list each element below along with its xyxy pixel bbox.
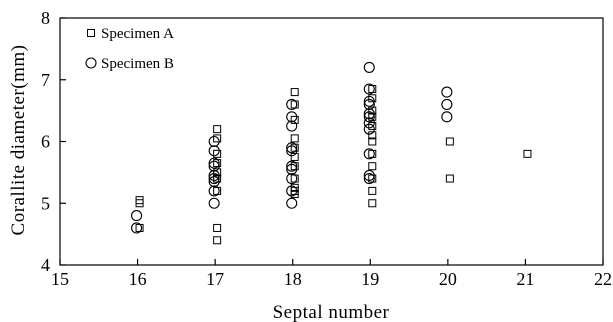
- y-axis: 4 5 6 7 8: [41, 8, 66, 275]
- legend: Specimen A Specimen B: [85, 26, 174, 72]
- specimen-a-point: [368, 94, 377, 103]
- specimen-b-point: [286, 111, 298, 123]
- specimen-a-point: [213, 168, 222, 177]
- specimen-a-point: [523, 149, 532, 158]
- specimen-b-point: [363, 117, 375, 129]
- specimen-a-point: [368, 106, 377, 115]
- specimen-a-point: [213, 125, 222, 134]
- specimen-a-point: [213, 236, 222, 245]
- specimen-a-point: [368, 162, 377, 171]
- specimen-a-point: [368, 186, 377, 195]
- x-tick-label: 15: [51, 269, 69, 289]
- legend-label: Specimen B: [101, 56, 174, 72]
- specimen-b-point: [286, 142, 298, 154]
- specimen-b-point: [441, 111, 453, 123]
- specimen-b-point: [363, 95, 375, 107]
- y-tick-label: 4: [41, 255, 50, 275]
- specimen-b-point: [208, 145, 220, 157]
- specimen-b-point: [363, 111, 375, 123]
- specimen-a-point: [290, 88, 299, 97]
- specimen-b-point: [208, 169, 220, 182]
- legend-label: Specimen A: [101, 26, 174, 42]
- specimen-b-point: [208, 176, 220, 188]
- y-tick-label: 6: [41, 132, 50, 152]
- specimen-b-point: [286, 185, 298, 197]
- y-tick-label: 7: [41, 70, 50, 90]
- specimen-b-point: [131, 210, 143, 222]
- x-tick-label: 20: [439, 269, 457, 289]
- specimen-b-point: [286, 120, 298, 132]
- specimen-a-point: [290, 152, 299, 161]
- specimen-b-point: [286, 160, 298, 172]
- specimen-a-point: [290, 189, 299, 198]
- specimen-b-point: [208, 173, 220, 185]
- specimen-a-point: [368, 122, 377, 131]
- specimen-b-point: [208, 185, 220, 197]
- x-tick-label: 16: [129, 269, 147, 289]
- specimen-b-point: [208, 197, 220, 209]
- specimen-b-point: [363, 98, 375, 110]
- specimen-b-point: [363, 148, 375, 160]
- x-tick-label: 19: [361, 269, 379, 289]
- specimen-a-point: [368, 131, 377, 140]
- specimen-a-point: [445, 174, 454, 183]
- specimen-b-point: [363, 169, 375, 182]
- specimen-b-point: [286, 145, 298, 157]
- data-points: [131, 61, 532, 245]
- specimen-a-point: [135, 199, 144, 208]
- specimen-b-point: [441, 86, 453, 98]
- specimen-a-point: [368, 137, 377, 146]
- x-tick-label: 18: [284, 269, 302, 289]
- specimen-b-point: [363, 83, 375, 95]
- x-axis: 15 16 17 18 19 20 21 22: [51, 259, 612, 289]
- specimen-b-point: [363, 108, 375, 120]
- specimen-a-point: [213, 149, 222, 158]
- legend-circle-marker: [85, 57, 97, 69]
- specimen-a-point: [213, 223, 222, 232]
- specimen-b-point: [286, 173, 298, 185]
- specimen-b-point: [208, 160, 220, 172]
- specimen-a-point: [290, 115, 299, 124]
- legend-square-marker: [87, 29, 95, 37]
- specimen-a-point: [213, 134, 222, 143]
- specimen-b-point: [286, 98, 298, 110]
- y-tick-label: 5: [41, 193, 50, 213]
- x-tick-label: 21: [516, 269, 534, 289]
- specimen-b-point: [441, 98, 453, 110]
- specimen-b-point: [286, 197, 298, 209]
- specimen-b-point: [286, 163, 298, 175]
- specimen-b-point: [131, 222, 143, 234]
- specimen-a-point: [445, 137, 454, 146]
- specimen-b-point: [363, 123, 375, 135]
- specimen-b-point: [208, 135, 220, 148]
- specimen-a-point: [368, 199, 377, 208]
- y-axis-label: Corallite diameter(mm): [8, 45, 29, 236]
- specimen-b-point: [363, 173, 375, 185]
- specimen-b-point: [208, 157, 220, 169]
- specimen-b-point: [363, 61, 375, 73]
- x-tick-label: 17: [206, 269, 224, 289]
- x-axis-label: Septal number: [273, 302, 390, 322]
- specimen-a-point: [290, 134, 299, 143]
- x-tick-label: 22: [594, 269, 612, 289]
- y-tick-label: 8: [41, 8, 50, 28]
